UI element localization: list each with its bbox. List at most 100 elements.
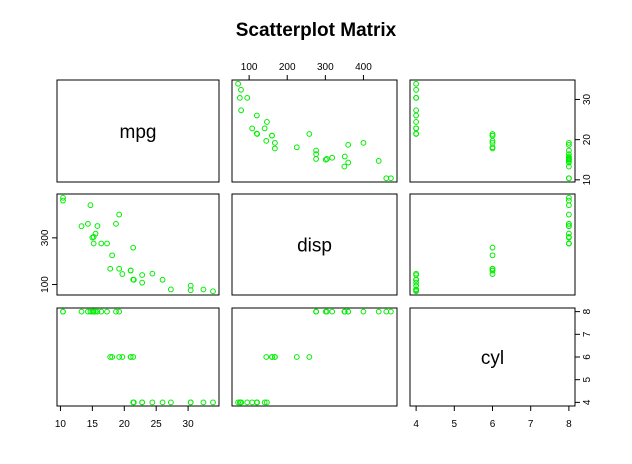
point-disp-vs-mpg-4 <box>113 220 119 227</box>
point-mpg-vs-disp-19 <box>235 80 242 87</box>
point-mpg-vs-cyl-23 <box>565 163 572 170</box>
point-mpg-vs-cyl-25 <box>413 107 420 114</box>
point-mpg-vs-cyl-24 <box>565 139 572 146</box>
point-cyl-vs-disp-19 <box>235 399 242 406</box>
panel-frame-mpg-mpg <box>56 79 220 183</box>
point-cyl-vs-disp-25 <box>238 399 245 406</box>
tick-label-bottom_right-4: 8 <box>566 419 572 430</box>
tick-label-left-1: 300 <box>40 229 51 246</box>
point-mpg-vs-disp-24 <box>360 139 367 146</box>
tick-label-bottom_right-1: 5 <box>452 419 458 430</box>
point-mpg-vs-disp-25 <box>238 107 245 114</box>
point-disp-vs-cyl-5 <box>489 252 496 259</box>
point-mpg-vs-cyl-28 <box>565 153 572 160</box>
point-disp-vs-mpg-8 <box>139 272 146 278</box>
point-mpg-vs-disp-21 <box>329 154 336 161</box>
point-disp-vs-mpg-14 <box>60 194 66 201</box>
point-mpg-vs-cyl-8 <box>413 125 420 132</box>
diagonal-label-mpg: mpg <box>120 122 157 143</box>
point-cyl-vs-mpg-15 <box>60 308 66 315</box>
point-cyl-vs-disp-13 <box>313 308 320 315</box>
diagonal-label-cyl: cyl <box>481 348 504 369</box>
point-disp-vs-cyl-25 <box>413 286 420 293</box>
point-cyl-vs-mpg-19 <box>210 399 216 406</box>
tick-label-right_bottom-3: 7 <box>582 331 593 337</box>
point-cyl-vs-disp-6 <box>345 308 352 315</box>
point-disp-vs-cyl-2 <box>413 279 420 286</box>
point-cyl-vs-disp-27 <box>244 399 251 406</box>
point-cyl-vs-mpg-23 <box>78 308 85 315</box>
point-disp-vs-mpg-27 <box>187 282 194 289</box>
tick-label-bottom-0: 10 <box>55 419 67 430</box>
tick-label-right_bottom-4: 8 <box>582 308 593 314</box>
point-disp-vs-cyl-21 <box>565 230 572 237</box>
point-disp-vs-cyl-16 <box>565 202 572 209</box>
point-mpg-vs-disp-6 <box>345 159 352 166</box>
point-cyl-vs-disp-28 <box>341 308 348 315</box>
panel-frame-cyl-disp <box>231 307 398 407</box>
point-disp-vs-mpg-23 <box>78 223 85 230</box>
point-mpg-vs-cyl-10 <box>489 145 496 152</box>
diagonal-label-disp: disp <box>297 236 332 257</box>
panel-frame-mpg-cyl <box>409 79 576 183</box>
point-cyl-vs-mpg-21 <box>92 308 99 315</box>
point-cyl-vs-mpg-3 <box>130 354 137 360</box>
panel-frame-cyl-mpg <box>56 307 220 407</box>
point-disp-vs-mpg-15 <box>60 197 66 204</box>
point-cyl-vs-disp-30 <box>322 308 329 315</box>
point-disp-vs-cyl-6 <box>565 220 572 227</box>
point-mpg-vs-cyl-30 <box>565 156 572 163</box>
point-mpg-vs-disp-12 <box>313 147 320 154</box>
point-mpg-vs-cyl-19 <box>413 80 420 87</box>
point-cyl-vs-mpg-5 <box>109 354 116 360</box>
point-disp-vs-mpg-26 <box>159 276 166 283</box>
point-mpg-vs-disp-1 <box>269 132 275 139</box>
tick-label-right_bottom-0: 4 <box>582 399 593 405</box>
point-mpg-vs-cyl-26 <box>413 112 420 119</box>
panel-frame-disp-disp <box>231 193 398 296</box>
point-disp-vs-mpg-7 <box>149 270 156 277</box>
point-mpg-vs-disp-13 <box>313 156 320 162</box>
tick-label-bottom-2: 20 <box>119 419 131 430</box>
point-disp-vs-mpg-9 <box>116 265 123 272</box>
tick-label-bottom-1: 15 <box>87 419 99 430</box>
tick-label-bottom-4: 30 <box>183 419 195 430</box>
point-disp-vs-mpg-10 <box>107 265 114 272</box>
point-disp-vs-mpg-16 <box>87 202 94 209</box>
point-cyl-vs-mpg-25 <box>167 399 174 406</box>
point-cyl-vs-mpg-31 <box>130 399 137 406</box>
point-disp-vs-mpg-19 <box>210 288 216 295</box>
point-cyl-vs-disp-3 <box>306 354 313 360</box>
tick-label-right_top-2: 30 <box>582 93 593 105</box>
point-cyl-vs-mpg-9 <box>116 354 123 360</box>
point-cyl-vs-mpg-26 <box>159 399 166 406</box>
point-mpg-vs-disp-9 <box>271 139 278 146</box>
point-disp-vs-cyl-13 <box>565 240 572 247</box>
point-mpg-vs-cyl-29 <box>489 137 496 144</box>
point-cyl-vs-mpg-29 <box>119 354 126 360</box>
tick-label-top-1: 200 <box>279 62 296 73</box>
point-cyl-vs-disp-8 <box>261 399 268 406</box>
point-mpg-vs-cyl-4 <box>565 141 572 148</box>
point-disp-vs-mpg-31 <box>130 276 137 283</box>
point-mpg-vs-disp-28 <box>341 153 348 160</box>
point-mpg-vs-disp-26 <box>253 112 260 119</box>
point-mpg-vs-disp-8 <box>261 125 268 132</box>
point-disp-vs-cyl-3 <box>489 244 496 251</box>
tick-label-right_bottom-1: 5 <box>582 376 593 382</box>
point-cyl-vs-disp-15 <box>383 308 390 315</box>
tick-label-bottom_right-0: 4 <box>413 419 419 430</box>
point-mpg-vs-disp-27 <box>244 94 251 101</box>
point-disp-vs-mpg-3 <box>130 244 137 251</box>
point-disp-vs-mpg-13 <box>90 240 97 247</box>
point-cyl-vs-disp-7 <box>264 399 270 406</box>
tick-label-bottom_right-3: 7 <box>528 419 534 430</box>
point-disp-vs-cyl-24 <box>565 211 572 218</box>
tick-label-bottom-3: 25 <box>151 419 163 430</box>
point-cyl-vs-mpg-7 <box>149 399 156 406</box>
point-disp-vs-mpg-1 <box>127 267 134 274</box>
point-cyl-vs-disp-21 <box>329 308 336 315</box>
tick-label-top-2: 300 <box>317 62 334 73</box>
point-cyl-vs-mpg-24 <box>116 308 123 315</box>
